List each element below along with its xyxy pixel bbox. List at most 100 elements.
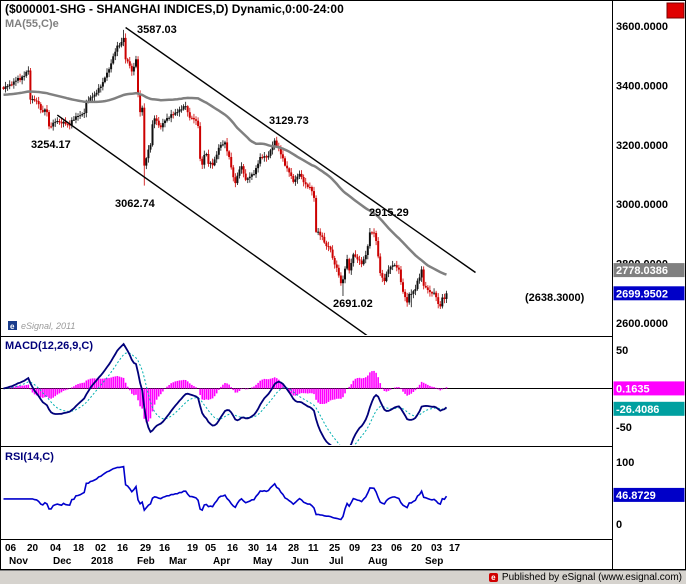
- candle-body: [323, 236, 326, 243]
- candle-body: [375, 233, 378, 241]
- x-axis-month-label: 2018: [91, 556, 114, 567]
- candle-body: [281, 154, 284, 159]
- connection-status-light[interactable]: [666, 2, 685, 19]
- candle-body: [50, 126, 53, 128]
- trendline[interactable]: [56, 114, 368, 336]
- candle-body: [54, 121, 57, 123]
- x-axis-day-label: 30: [248, 543, 260, 554]
- candle-body: [58, 121, 61, 123]
- candle-body: [230, 157, 233, 168]
- candle-body: [83, 113, 86, 114]
- candle-body: [426, 287, 429, 290]
- candle-body: [184, 106, 187, 108]
- candle-body: [101, 82, 104, 87]
- rsi-tick-label: 0: [616, 519, 622, 531]
- candle-body: [259, 157, 262, 164]
- candle-body: [116, 45, 119, 52]
- x-axis-month-label: Jul: [329, 556, 344, 567]
- candle-body: [25, 71, 28, 76]
- price-annotation: 2915.29: [369, 207, 409, 219]
- x-axis-day-label: 29: [140, 543, 152, 554]
- candle-body: [95, 92, 98, 95]
- candle-body: [234, 177, 237, 184]
- x-axis-day-label: 11: [308, 543, 319, 554]
- candle-body: [60, 122, 63, 124]
- ma-study-label: MA(55,C)e: [5, 18, 59, 30]
- price-tick-label: 3200.0000: [616, 140, 668, 152]
- candle-body: [342, 279, 344, 284]
- x-axis-month-label: Jun: [291, 556, 309, 567]
- trendline[interactable]: [125, 26, 476, 274]
- candle-body: [151, 124, 154, 146]
- candle-body: [354, 254, 357, 257]
- candle-body: [445, 293, 448, 299]
- chart-surface[interactable]: 3600.0000 3400.0000 3200.0000 3000.0000 28 0 0…: [1, 1, 685, 569]
- candle-body: [393, 265, 396, 267]
- candle-body: [416, 280, 419, 290]
- candle-body: [397, 267, 400, 270]
- candle-body: [288, 168, 291, 173]
- candle-body: [364, 255, 367, 260]
- candle-body: [103, 77, 106, 83]
- candle-body: [174, 112, 177, 115]
- candle-body: [19, 78, 22, 81]
- price-badge: 2699.9502: [613, 286, 685, 301]
- candle-body: [48, 112, 50, 127]
- candle-body: [203, 154, 206, 165]
- candle-body: [27, 70, 30, 72]
- candle-body: [182, 106, 185, 110]
- candle-body: [108, 69, 111, 73]
- candle-body: [296, 176, 299, 180]
- candle-body: [172, 114, 175, 116]
- candle-body: [168, 117, 171, 119]
- candle-body: [161, 123, 164, 128]
- candle-body: [221, 144, 224, 146]
- candle-body: [8, 84, 11, 87]
- candle-body: [344, 268, 346, 280]
- candle-body: [110, 63, 113, 70]
- svg-text:2778.0386: 2778.0386: [616, 265, 668, 277]
- candle-body: [319, 231, 322, 236]
- rsi-value-badge: 46.8729: [613, 487, 685, 502]
- candle-body: [64, 121, 67, 125]
- candle-body: [10, 84, 13, 86]
- x-axis-month-label: Nov: [9, 556, 28, 567]
- candle-body: [428, 290, 431, 293]
- candle-body: [242, 166, 245, 174]
- candle-body: [339, 275, 342, 284]
- candle-body: [371, 232, 373, 234]
- candle-body: [228, 151, 231, 157]
- candle-body: [238, 169, 241, 176]
- candle-body: [246, 178, 249, 180]
- candle-body: [155, 118, 158, 121]
- macd-panel: [1, 342, 612, 445]
- rsi-panel: [3, 465, 448, 521]
- x-axis-month-label: Feb: [137, 556, 155, 567]
- candle-body: [269, 150, 272, 156]
- candle-body: [77, 116, 79, 117]
- x-axis-day-label: 20: [411, 543, 423, 554]
- status-bar: e Published by eSignal (www.esignal.com): [0, 570, 686, 584]
- candle-body: [139, 94, 142, 113]
- candle-body: [424, 285, 427, 288]
- candle-body: [310, 187, 313, 192]
- candle-body: [308, 187, 311, 188]
- candle-body: [112, 56, 115, 64]
- candle-body: [124, 37, 127, 60]
- candle-body: [23, 75, 26, 77]
- candle-body: [358, 259, 361, 261]
- candle-body: [56, 121, 59, 122]
- candle-body: [89, 97, 92, 101]
- x-axis-day-label: 16: [117, 543, 129, 554]
- candle-body: [431, 292, 433, 294]
- candle-body: [290, 172, 293, 176]
- candle-body: [292, 176, 295, 182]
- candle-body: [414, 289, 417, 292]
- candle-body: [366, 246, 369, 255]
- candle-body: [327, 246, 330, 248]
- candle-body: [255, 168, 257, 175]
- candle-body: [253, 174, 255, 176]
- candle-body: [37, 101, 40, 105]
- candle-body: [114, 51, 117, 57]
